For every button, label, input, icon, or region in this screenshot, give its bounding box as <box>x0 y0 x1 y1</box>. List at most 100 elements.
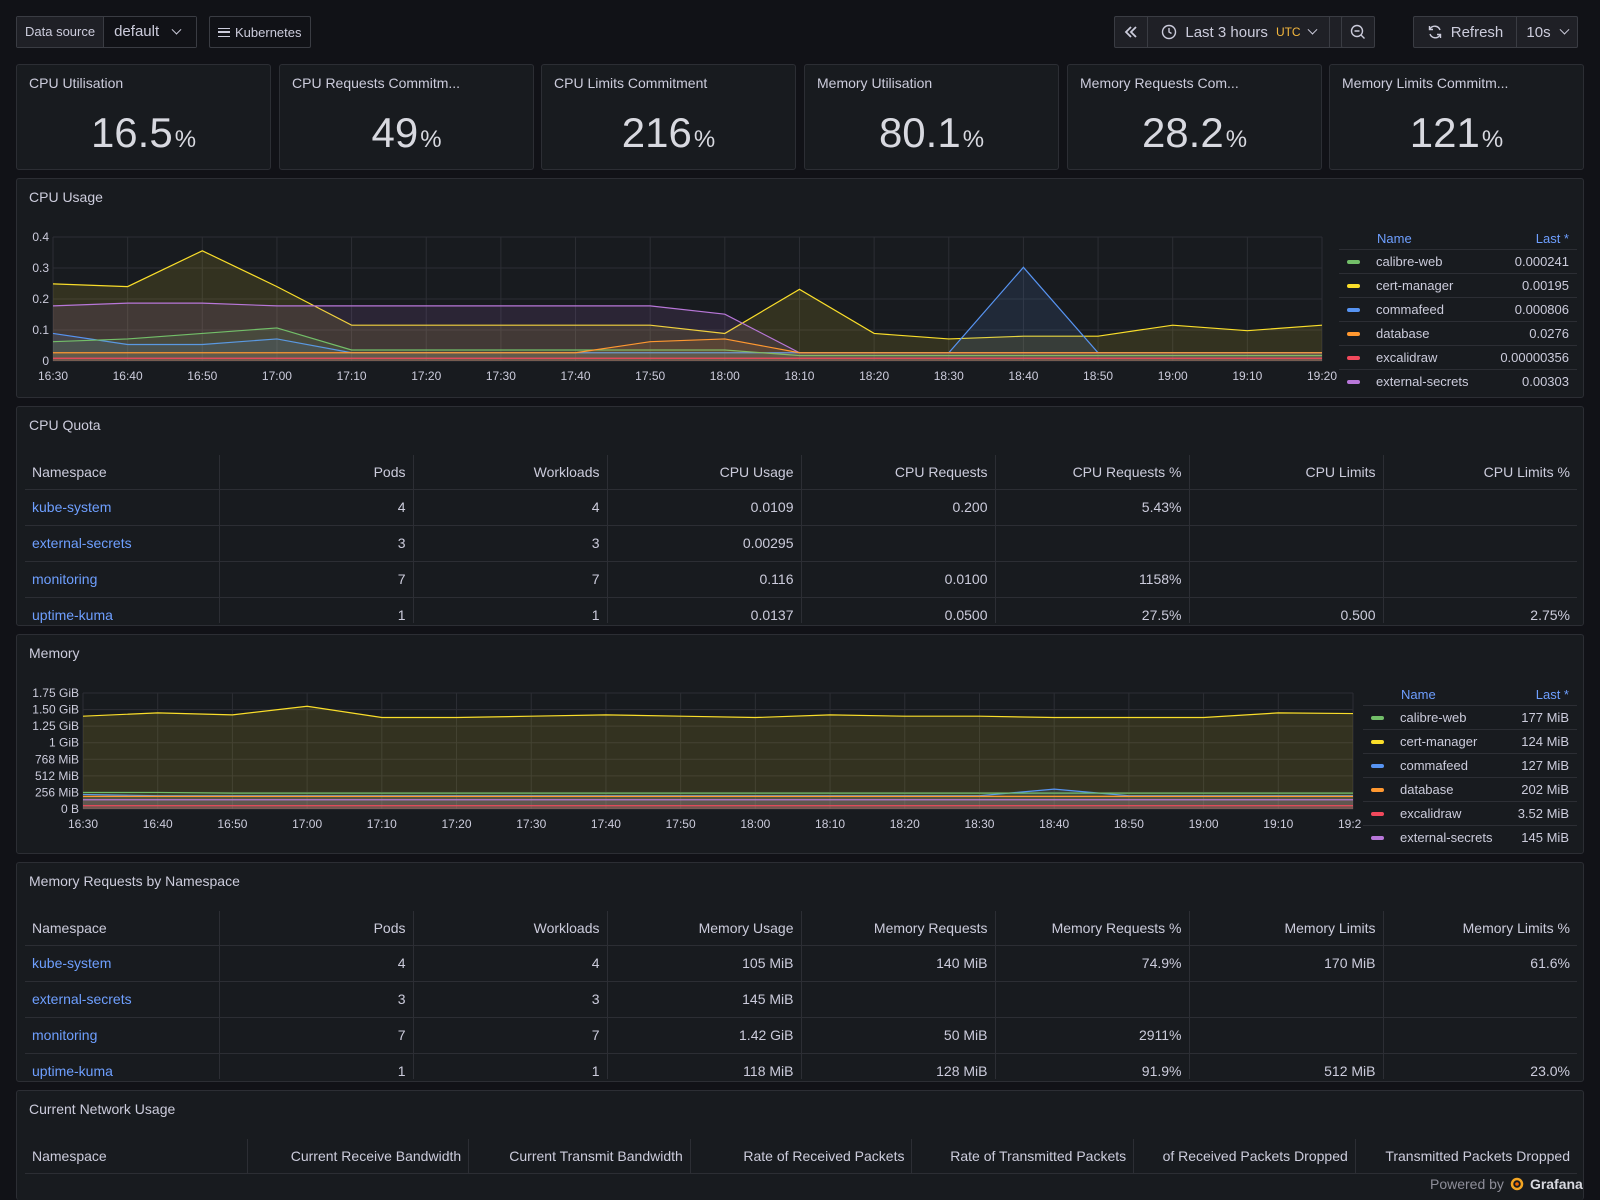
x-tick-label: 19:00 <box>1189 817 1219 831</box>
column-header[interactable]: Memory Requests % <box>995 911 1190 946</box>
series-area-excalidraw <box>83 805 1353 809</box>
x-tick-label: 18:40 <box>1008 369 1038 383</box>
column-header[interactable]: Memory Limits <box>1189 911 1384 946</box>
cpu-usage-panel[interactable]: CPU Usage 0 0.1 0.2 0.3 0.4 16:30 16:40 16:50 17… <box>16 178 1584 398</box>
column-header[interactable]: Namespace <box>25 911 220 946</box>
column-header[interactable]: of Received Packets Dropped <box>1133 1139 1356 1174</box>
stat-panel-cpu-requests[interactable]: CPU Requests Commitm... 49% <box>279 64 534 170</box>
memory-legend: Name Last * calibre-web 177 MiB cert-manag… <box>1363 683 1577 849</box>
column-header[interactable]: Pods <box>219 455 414 490</box>
namespace-link[interactable]: kube-system <box>25 489 220 526</box>
column-header[interactable]: Workloads <box>413 455 608 490</box>
column-header[interactable]: Memory Usage <box>607 911 802 946</box>
legend-item[interactable]: excalidraw 3.52 MiB <box>1363 801 1577 825</box>
column-header[interactable]: CPU Limits <box>1189 455 1384 490</box>
cpu-usage-chart[interactable]: 0 0.1 0.2 0.3 0.4 16:30 16:40 16:50 17:00 17:10 17… <box>17 229 1337 397</box>
memory-requests-panel: Memory Requests by Namespace Namespace Po… <box>16 862 1584 1082</box>
grafana-logo-icon <box>1510 1177 1524 1191</box>
series-last-value: 3.52 MiB <box>1517 806 1569 821</box>
x-tick-label: 19:00 <box>1158 369 1188 383</box>
column-header[interactable]: Memory Limits % <box>1383 911 1577 946</box>
legend-item[interactable]: excalidraw 0.00000356 <box>1339 345 1577 369</box>
stat-panel-cpu-limits[interactable]: CPU Limits Commitment 216% <box>541 64 796 170</box>
powered-by-footer: Powered by Grafana <box>1430 1176 1583 1192</box>
table-cell: 1 <box>413 597 608 623</box>
stat-panel-memory-requests[interactable]: Memory Requests Com... 28.2% <box>1067 64 1322 170</box>
series-name: database <box>1400 782 1454 797</box>
dashboard-toolbar: Data source default Kubernetes Last 3 ho… <box>0 0 1600 64</box>
series-name: calibre-web <box>1400 710 1467 725</box>
zoom-out-button[interactable] <box>1341 16 1375 48</box>
series-color-swatch <box>1347 259 1360 264</box>
table-cell: 23.0% <box>1383 1053 1577 1079</box>
legend-name-header[interactable]: Name <box>1401 686 1436 702</box>
series-area-external-secrets <box>53 303 1322 361</box>
series-line-database <box>53 338 1322 354</box>
stat-panel-memory-utilisation[interactable]: Memory Utilisation 80.1% <box>804 64 1059 170</box>
legend-name-header[interactable]: Name <box>1377 230 1412 246</box>
legend-item[interactable]: external-secrets 0.00303 <box>1339 369 1577 393</box>
column-header[interactable]: Namespace <box>25 1139 248 1174</box>
namespace-link[interactable]: external-secrets <box>25 981 220 1018</box>
column-header[interactable]: Workloads <box>413 911 608 946</box>
memory-chart[interactable]: 0 B 256 MiB 512 MiB 768 MiB 1 GiB 1.25 GiB 1.5… <box>17 685 1368 853</box>
column-header[interactable]: Namespace <box>25 455 220 490</box>
column-header[interactable]: Transmitted Packets Dropped <box>1355 1139 1577 1174</box>
table-cell: 1 <box>219 1053 414 1079</box>
memory-panel[interactable]: Memory 0 B 256 MiB 512 MiB 768 MiB 1 GiB 1.25… <box>16 634 1584 854</box>
time-range-button[interactable]: Last 3 hours UTC <box>1148 17 1330 47</box>
legend-last-header[interactable]: Last * <box>1535 686 1569 702</box>
stat-unit: % <box>1225 126 1248 153</box>
legend-item[interactable]: external-secrets 145 MiB <box>1363 825 1577 849</box>
table-row: external-secrets 3 3 145 MiB <box>25 981 1577 1018</box>
legend-item[interactable]: database 202 MiB <box>1363 777 1577 801</box>
column-header[interactable]: Rate of Received Packets <box>690 1139 913 1174</box>
legend-item[interactable]: cert-manager 0.00195 <box>1339 273 1577 297</box>
refresh-button[interactable]: Refresh <box>1414 17 1517 47</box>
grafana-brand[interactable]: Grafana <box>1529 1176 1583 1192</box>
table-cell: 61.6% <box>1383 945 1577 982</box>
column-header[interactable]: Current Transmit Bandwidth <box>468 1139 691 1174</box>
namespace-link[interactable]: monitoring <box>25 561 220 598</box>
legend-item[interactable]: calibre-web 177 MiB <box>1363 705 1577 729</box>
stat-number: 80.1 <box>878 109 961 156</box>
namespace-link[interactable]: uptime-kuma <box>25 597 220 623</box>
panel-title: CPU Quota <box>29 417 101 433</box>
legend-item[interactable]: calibre-web 0.000241 <box>1339 249 1577 273</box>
legend-last-header[interactable]: Last * <box>1535 230 1569 246</box>
column-header[interactable]: Pods <box>219 911 414 946</box>
legend-item[interactable]: database 0.0276 <box>1339 321 1577 345</box>
table-cell: 3 <box>219 525 414 562</box>
legend-item[interactable]: commafeed 0.000806 <box>1339 297 1577 321</box>
datasource-select[interactable]: default <box>104 17 197 47</box>
refresh-interval-select[interactable]: 10s <box>1517 17 1577 47</box>
namespace-link[interactable]: monitoring <box>25 1017 220 1054</box>
namespace-link[interactable]: external-secrets <box>25 525 220 562</box>
namespace-link[interactable]: kube-system <box>25 945 220 982</box>
x-tick-label: 18:00 <box>740 817 770 831</box>
column-header[interactable]: Current Receive Bandwidth <box>247 1139 470 1174</box>
column-header[interactable]: Rate of Transmitted Packets <box>911 1139 1135 1174</box>
column-header[interactable]: CPU Limits % <box>1383 455 1577 490</box>
table-cell: 50 MiB <box>801 1017 996 1054</box>
column-header[interactable]: CPU Requests <box>801 455 996 490</box>
kubernetes-dashboard-link[interactable]: Kubernetes <box>209 16 311 48</box>
column-header[interactable]: CPU Requests % <box>995 455 1190 490</box>
datasource-picker[interactable]: Data source default <box>16 16 198 48</box>
stat-value: 216% <box>542 109 795 157</box>
x-tick-label: 18:00 <box>710 369 740 383</box>
series-name: calibre-web <box>1376 254 1443 269</box>
panel-title: Current Network Usage <box>29 1101 176 1117</box>
stat-panel-cpu-utilisation[interactable]: CPU Utilisation 16.5% <box>16 64 271 170</box>
stat-panel-memory-limits[interactable]: Memory Limits Commitm... 121% <box>1329 64 1584 170</box>
time-shift-back-button[interactable] <box>1115 17 1148 47</box>
column-header[interactable]: Memory Requests <box>801 911 996 946</box>
column-header[interactable]: CPU Usage <box>607 455 802 490</box>
table-row: kube-system 4 4 105 MiB 140 MiB 74.9% 170 MiB 6… <box>25 945 1577 982</box>
legend-item[interactable]: cert-manager 124 MiB <box>1363 729 1577 753</box>
namespace-link[interactable]: uptime-kuma <box>25 1053 220 1079</box>
table-cell: 3 <box>219 981 414 1018</box>
legend-item[interactable]: commafeed 127 MiB <box>1363 753 1577 777</box>
memory-svg: 0 B 256 MiB 512 MiB 768 MiB 1 GiB 1.25 GiB 1.5… <box>32 686 1368 831</box>
table-row: monitoring 7 7 0.116 0.0100 1158% <box>25 561 1577 598</box>
